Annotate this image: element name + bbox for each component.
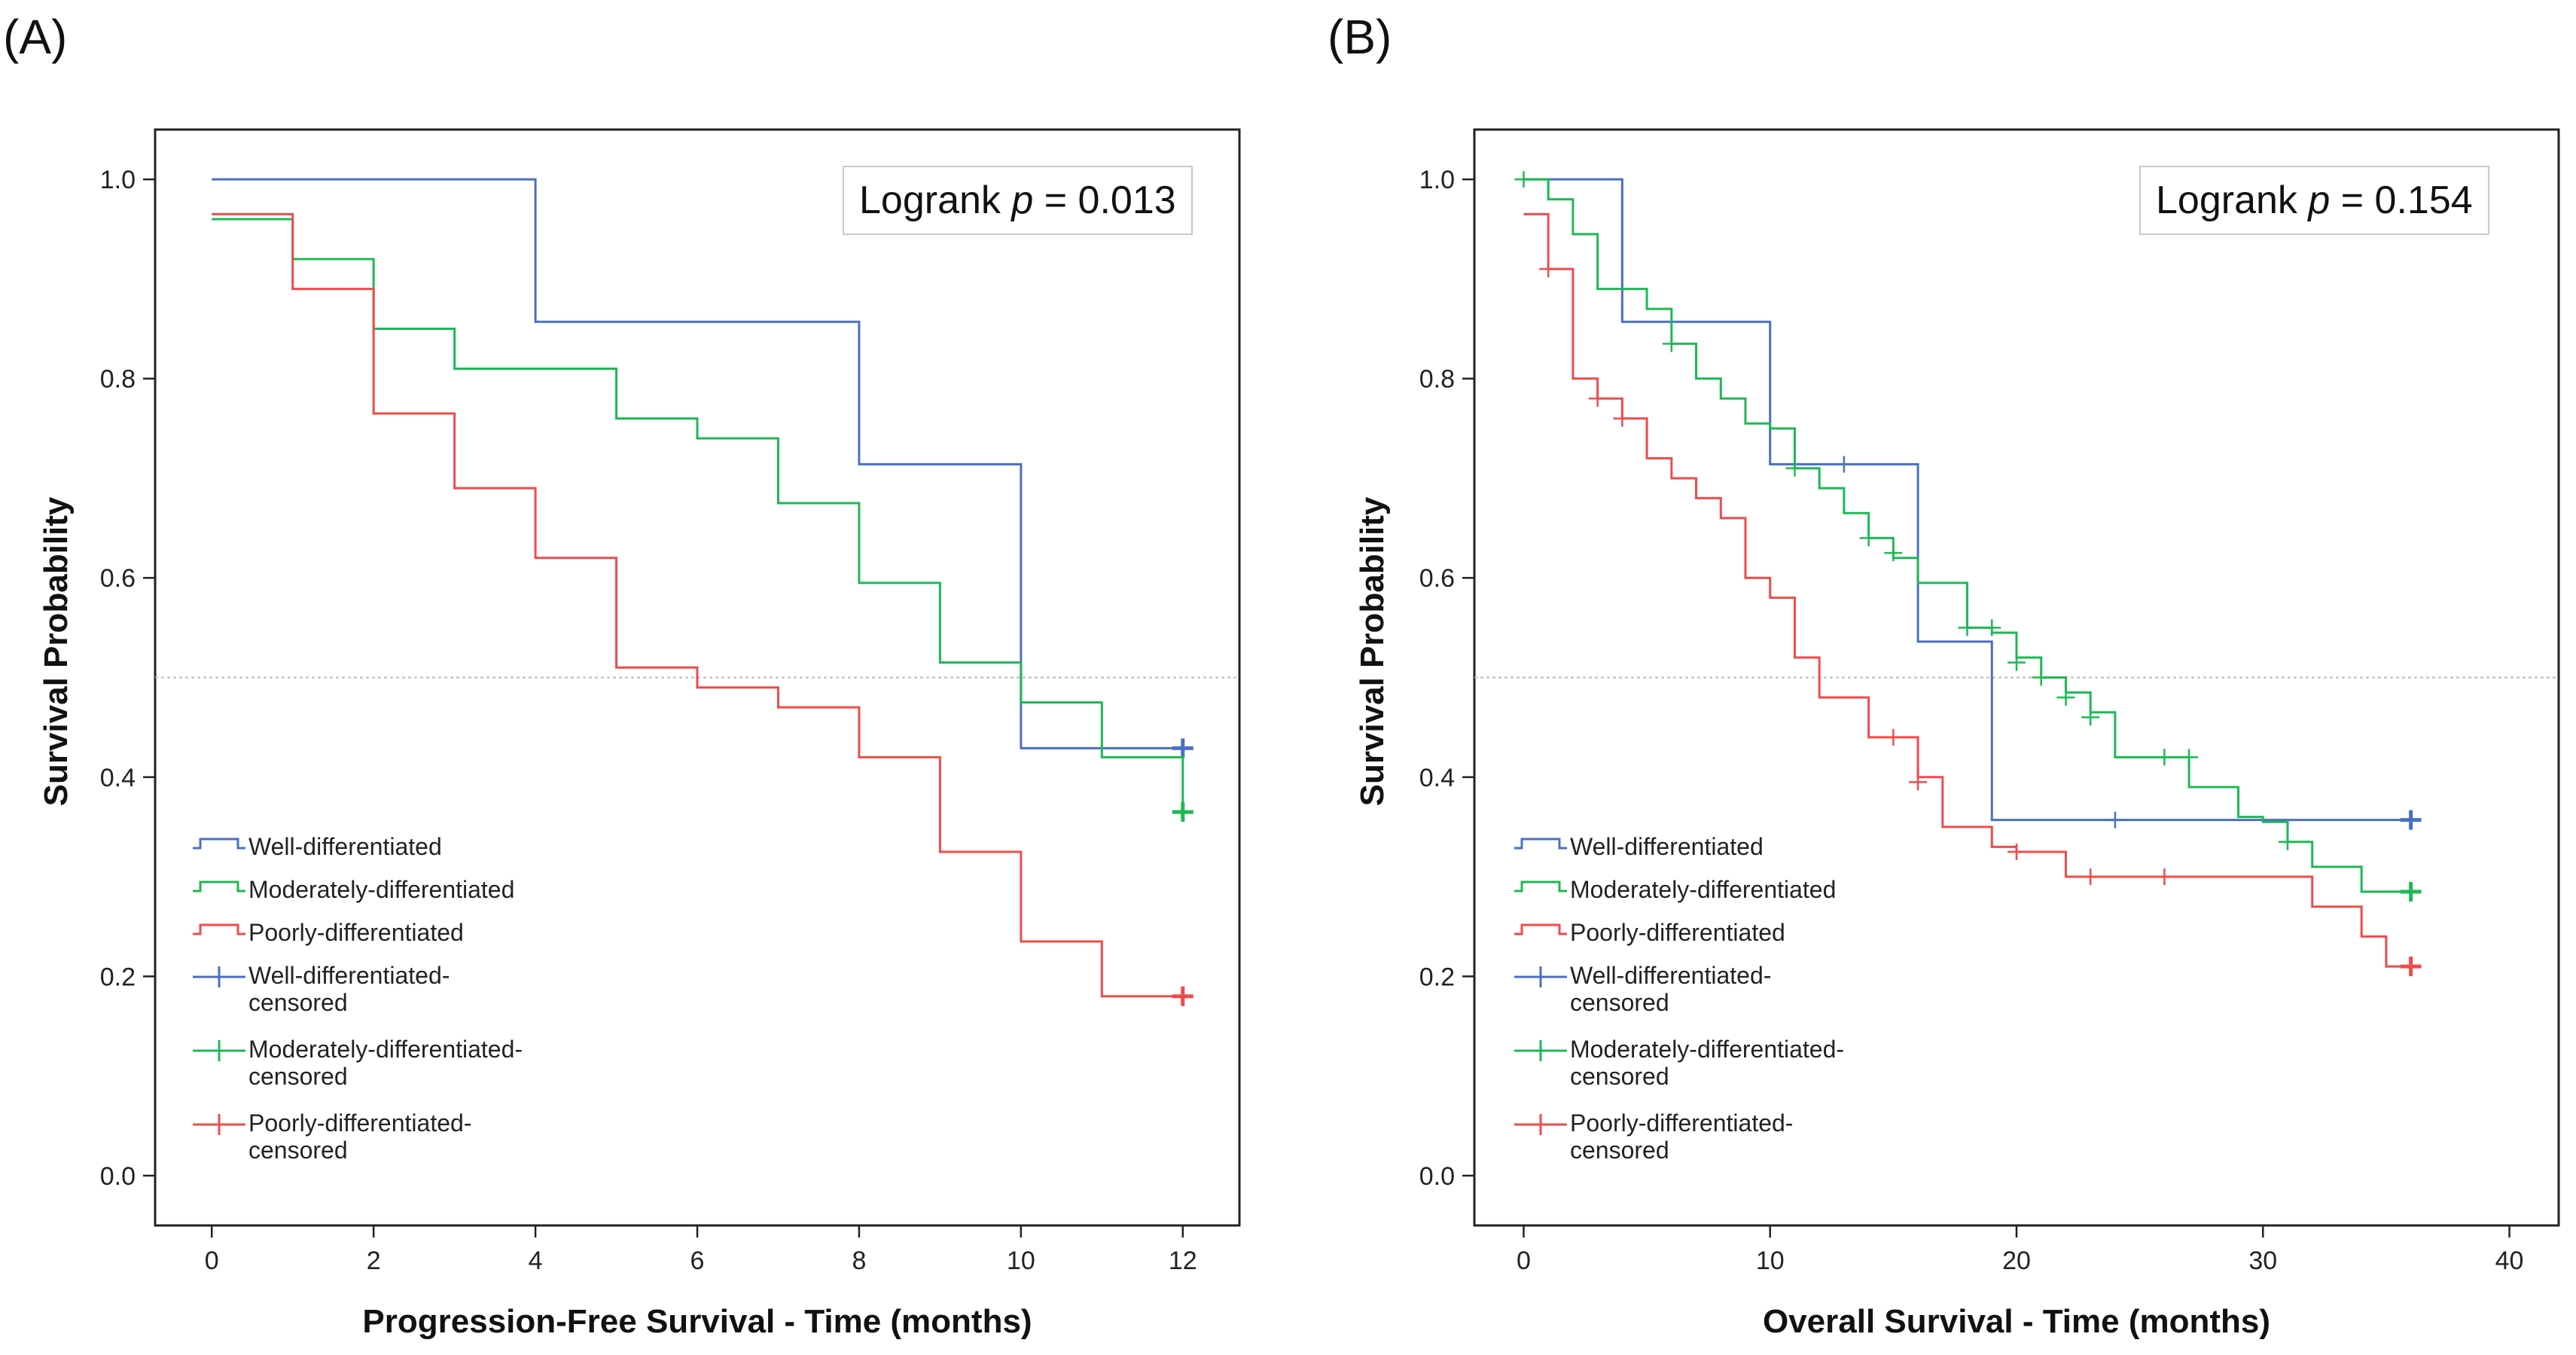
censor-symbol-icon [193, 1114, 245, 1135]
x-tick-label: 40 [2495, 1247, 2524, 1275]
y-tick-label: 0.4 [100, 764, 136, 792]
x-tick-label: 10 [1007, 1247, 1035, 1275]
x-tick-label: 4 [529, 1247, 543, 1275]
legend-label: Well-differentiated- censored [1570, 962, 1772, 1016]
legend-label: Poorly-differentiated [248, 919, 464, 946]
x-tick-label: 0 [205, 1247, 219, 1275]
y-tick-label: 0.8 [100, 365, 136, 394]
x-tick-label: 6 [690, 1247, 705, 1275]
x-tick-label: 30 [2248, 1247, 2277, 1275]
legend-item-poor-line: Poorly-differentiated [1511, 919, 1844, 962]
y-tick-label: 0.2 [1419, 963, 1455, 991]
legend-label: Moderately-differentiated- censored [248, 1036, 523, 1090]
legend-item-poor-censor: Poorly-differentiated- censored [190, 1109, 523, 1183]
y-axis-title: Survival Probability [38, 496, 75, 807]
legend-item-moderate-line: Moderately-differentiated [190, 876, 523, 919]
y-tick-label: 0.0 [1419, 1162, 1455, 1191]
y-axis-title: Survival Probability [1354, 496, 1391, 807]
legend-label: Moderately-differentiated [248, 876, 515, 903]
legend-item-well-line: Well-differentiated [1511, 833, 1844, 876]
survival-curve-poor [212, 212, 1183, 998]
y-tick-label: 0.6 [100, 564, 136, 593]
line-symbol-icon [1514, 880, 1567, 893]
logrank-value: = 0.013 [1033, 179, 1176, 222]
line-symbol-icon [1514, 923, 1567, 935]
legend-item-well-line: Well-differentiated [190, 833, 523, 876]
line-symbol-icon [193, 838, 245, 850]
logrank-prefix: Logrank [2156, 179, 2309, 222]
logrank-box: Logrank p = 0.013 [843, 166, 1193, 235]
legend-item-well-censor: Well-differentiated- censored [190, 962, 523, 1036]
legend-item-moderate-censor: Moderately-differentiated- censored [1511, 1036, 1844, 1109]
legend: Well-differentiated Moderately-differenti… [1511, 833, 1844, 1183]
y-tick-label: 0.2 [100, 963, 136, 991]
logrank-prefix: Logrank [859, 179, 1012, 222]
km-plot-panel-a: 0 2 4 6 8 10 12 0.0 0.2 0.4 0.6 0.8 1.0 [100, 128, 1241, 1275]
x-axis-title: Overall Survival - Time (months) [1762, 1303, 2271, 1340]
legend-item-poor-line: Poorly-differentiated [190, 919, 523, 962]
legend-label: Poorly-differentiated- censored [1570, 1109, 1794, 1164]
x-tick-label: 12 [1169, 1247, 1197, 1275]
censor-symbol-icon [1514, 1114, 1567, 1135]
panel-b: 0 10 20 30 40 0.0 0.2 0.4 0.6 0.8 1.0 (B) Logrank … [1288, 0, 2576, 1355]
legend-item-moderate-censor: Moderately-differentiated- censored [190, 1036, 523, 1109]
x-tick-label: 8 [852, 1247, 866, 1275]
legend-label: Poorly-differentiated [1570, 919, 1785, 946]
y-tick-label: 0.0 [100, 1162, 136, 1191]
survival-curve-moderate [1523, 178, 2411, 893]
survival-curve-poor [1523, 212, 2411, 968]
x-tick-label: 0 [1517, 1247, 1531, 1275]
y-tick-label: 1.0 [1419, 166, 1455, 194]
panel-a: 0 2 4 6 8 10 12 0.0 0.2 0.4 0.6 0.8 1.0 (A) Logrank … [3, 10, 1241, 1340]
y-tick-label: 0.8 [1419, 365, 1455, 394]
panel-label: (A) [3, 10, 68, 64]
y-tick-label: 0.4 [1419, 764, 1455, 792]
x-tick-label: 20 [2002, 1247, 2031, 1275]
legend: Well-differentiated Moderately-differenti… [190, 833, 523, 1183]
line-symbol-icon [193, 923, 245, 935]
legend-label: Well-differentiated- censored [248, 962, 450, 1016]
censor-symbol-icon [193, 966, 245, 987]
line-symbol-icon [1514, 838, 1567, 850]
censor-symbol-icon [1514, 966, 1567, 987]
x-tick-label: 10 [1756, 1247, 1785, 1275]
legend-item-well-censor: Well-differentiated- censored [1511, 962, 1844, 1036]
line-symbol-icon [193, 880, 245, 893]
legend-label: Poorly-differentiated- censored [248, 1109, 472, 1164]
legend-label: Moderately-differentiated [1570, 876, 1837, 903]
legend-label: Moderately-differentiated- censored [1570, 1036, 1845, 1090]
y-tick-label: 1.0 [100, 166, 136, 194]
logrank-p-symbol: p [2308, 179, 2331, 222]
logrank-value: = 0.154 [2330, 179, 2473, 222]
legend-label: Well-differentiated [248, 833, 442, 860]
legend-label: Well-differentiated [1570, 833, 1764, 860]
legend-item-moderate-line: Moderately-differentiated [1511, 876, 1844, 919]
censor-symbol-icon [1514, 1040, 1567, 1061]
legend-item-poor-censor: Poorly-differentiated- censored [1511, 1109, 1844, 1183]
y-tick-label: 0.6 [1419, 564, 1455, 593]
panel-label: (B) [1328, 10, 1392, 64]
logrank-box: Logrank p = 0.154 [2139, 166, 2489, 235]
censor-symbol-icon [193, 1040, 245, 1061]
km-plot-panel-b: 0 10 20 30 40 0.0 0.2 0.4 0.6 0.8 1.0 [1419, 128, 2560, 1275]
logrank-p-symbol: p [1011, 179, 1034, 222]
x-tick-label: 2 [367, 1247, 381, 1275]
x-axis-title: Progression-Free Survival - Time (months… [362, 1303, 1032, 1340]
